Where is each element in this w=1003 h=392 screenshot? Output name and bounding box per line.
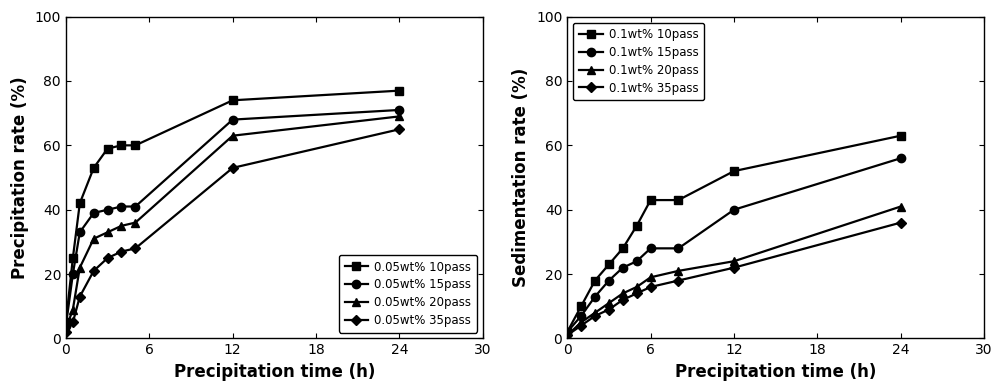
0.1wt% 15pass [575, 314, 587, 318]
0.05wt% 10pass [129, 143, 141, 148]
0.05wt% 15pass [129, 204, 141, 209]
0.1wt% 10pass [644, 198, 656, 202]
0.1wt% 35pass [894, 220, 906, 225]
0.1wt% 20pass [602, 301, 614, 305]
0.05wt% 35pass [101, 256, 113, 260]
Line: 0.1wt% 35pass: 0.1wt% 35pass [563, 219, 904, 339]
0.1wt% 10pass [727, 169, 739, 173]
0.1wt% 10pass [575, 304, 587, 309]
0.1wt% 15pass [630, 259, 642, 263]
0.05wt% 20pass [60, 327, 72, 331]
0.1wt% 15pass [672, 246, 684, 251]
Line: 0.05wt% 35pass: 0.05wt% 35pass [62, 126, 402, 336]
0.05wt% 20pass [101, 230, 113, 234]
0.05wt% 35pass [73, 294, 85, 299]
0.1wt% 15pass [602, 278, 614, 283]
0.05wt% 15pass [101, 207, 113, 212]
0.1wt% 20pass [575, 320, 587, 325]
0.05wt% 35pass [60, 330, 72, 334]
0.1wt% 15pass [644, 246, 656, 251]
0.1wt% 10pass [672, 198, 684, 202]
0.05wt% 15pass [73, 230, 85, 234]
0.1wt% 20pass [644, 275, 656, 279]
0.1wt% 10pass [894, 133, 906, 138]
0.1wt% 15pass [727, 207, 739, 212]
0.1wt% 10pass [630, 223, 642, 228]
0.1wt% 20pass [727, 259, 739, 263]
0.05wt% 10pass [60, 320, 72, 325]
0.1wt% 35pass [561, 333, 573, 338]
Line: 0.1wt% 10pass: 0.1wt% 10pass [563, 132, 904, 336]
0.05wt% 20pass [73, 265, 85, 270]
0.1wt% 10pass [616, 246, 628, 251]
Legend: 0.05wt% 10pass, 0.05wt% 15pass, 0.05wt% 20pass, 0.05wt% 35pass: 0.05wt% 10pass, 0.05wt% 15pass, 0.05wt% … [338, 254, 476, 332]
0.05wt% 10pass [227, 98, 239, 103]
0.1wt% 35pass [575, 323, 587, 328]
0.1wt% 20pass [561, 333, 573, 338]
Line: 0.05wt% 20pass: 0.05wt% 20pass [61, 112, 403, 333]
0.1wt% 15pass [589, 294, 601, 299]
0.05wt% 20pass [115, 223, 127, 228]
0.1wt% 20pass [672, 269, 684, 273]
Line: 0.1wt% 20pass: 0.1wt% 20pass [563, 202, 904, 339]
X-axis label: Precipitation time (h): Precipitation time (h) [174, 363, 375, 381]
0.05wt% 10pass [73, 201, 85, 206]
0.05wt% 35pass [393, 127, 405, 132]
0.05wt% 15pass [87, 211, 99, 215]
0.1wt% 10pass [561, 330, 573, 334]
0.1wt% 20pass [894, 204, 906, 209]
0.1wt% 35pass [630, 291, 642, 296]
0.1wt% 20pass [616, 291, 628, 296]
0.05wt% 10pass [87, 165, 99, 170]
0.05wt% 35pass [227, 165, 239, 170]
0.1wt% 35pass [602, 307, 614, 312]
0.05wt% 10pass [67, 256, 79, 260]
0.05wt% 20pass [67, 307, 79, 312]
0.05wt% 20pass [227, 133, 239, 138]
0.05wt% 20pass [393, 114, 405, 119]
0.05wt% 15pass [393, 107, 405, 112]
0.05wt% 20pass [129, 220, 141, 225]
0.05wt% 15pass [67, 272, 79, 276]
0.1wt% 20pass [589, 310, 601, 315]
0.1wt% 35pass [672, 278, 684, 283]
0.05wt% 35pass [67, 320, 79, 325]
0.05wt% 35pass [115, 249, 127, 254]
Line: 0.1wt% 15pass: 0.1wt% 15pass [563, 154, 904, 336]
Y-axis label: Sedimentation rate (%): Sedimentation rate (%) [512, 68, 530, 287]
0.1wt% 10pass [602, 262, 614, 267]
0.1wt% 35pass [727, 265, 739, 270]
0.1wt% 10pass [589, 278, 601, 283]
0.05wt% 10pass [393, 88, 405, 93]
0.05wt% 20pass [87, 236, 99, 241]
0.1wt% 15pass [894, 156, 906, 161]
Legend: 0.1wt% 10pass, 0.1wt% 15pass, 0.1wt% 20pass, 0.1wt% 35pass: 0.1wt% 10pass, 0.1wt% 15pass, 0.1wt% 20p… [573, 22, 703, 100]
0.1wt% 20pass [630, 285, 642, 289]
Y-axis label: Precipitation rate (%): Precipitation rate (%) [11, 76, 29, 279]
0.05wt% 15pass [115, 204, 127, 209]
0.1wt% 35pass [644, 285, 656, 289]
0.05wt% 35pass [129, 246, 141, 251]
0.05wt% 15pass [60, 323, 72, 328]
0.1wt% 35pass [616, 298, 628, 302]
0.1wt% 35pass [589, 314, 601, 318]
Line: 0.05wt% 15pass: 0.05wt% 15pass [61, 106, 403, 330]
0.05wt% 10pass [101, 146, 113, 151]
0.05wt% 15pass [227, 117, 239, 122]
X-axis label: Precipitation time (h): Precipitation time (h) [674, 363, 876, 381]
0.05wt% 10pass [115, 143, 127, 148]
0.05wt% 35pass [87, 269, 99, 273]
0.1wt% 15pass [561, 330, 573, 334]
0.1wt% 15pass [616, 265, 628, 270]
Line: 0.05wt% 10pass: 0.05wt% 10pass [61, 87, 403, 327]
